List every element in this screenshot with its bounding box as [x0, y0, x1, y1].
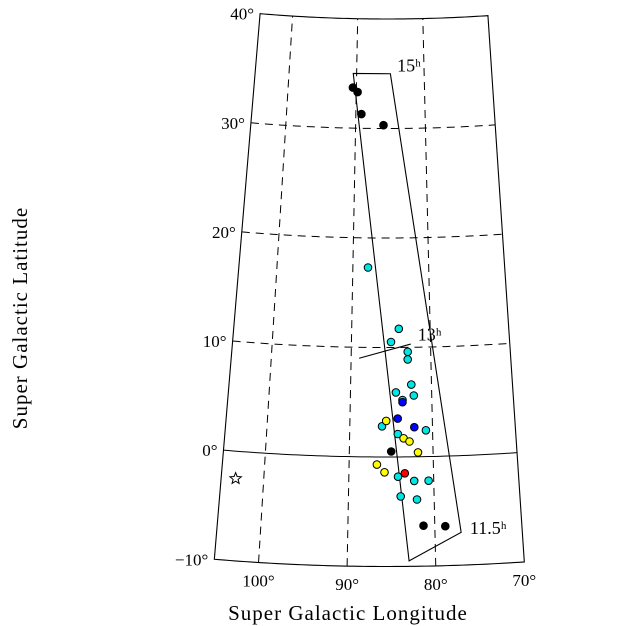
y-tick-label: 10° — [203, 332, 227, 351]
data-point — [394, 324, 404, 334]
star-marker — [228, 471, 243, 485]
data-point — [391, 388, 401, 397]
y-axis-title: Super Galactic Latitude — [8, 207, 32, 429]
data-point — [398, 397, 407, 407]
ra-label: 15ʰ — [397, 56, 421, 76]
data-point — [409, 391, 419, 400]
data-point — [413, 448, 423, 457]
y-tick-label: 40° — [230, 5, 254, 24]
x-tick-label: 90° — [335, 575, 359, 594]
data-point — [441, 521, 450, 531]
data-point — [381, 416, 391, 426]
y-tick-label: 20° — [212, 223, 236, 242]
ra-label: 13ʰ — [418, 325, 442, 345]
tick-labels: 40° 30° 20° 10° 0° −10° 100° 90° 80° 70° — [175, 5, 536, 594]
data-point — [380, 468, 389, 477]
lon-grid-line — [346, 18, 359, 567]
data-point — [379, 120, 388, 130]
data-point — [386, 337, 396, 347]
data-point — [396, 492, 406, 501]
survey-strip-outline — [352, 72, 462, 562]
data-point — [419, 521, 428, 531]
data-point — [372, 460, 382, 469]
y-tick-label: −10° — [175, 550, 208, 569]
y-tick-label: 0° — [202, 441, 217, 460]
x-tick-label: 80° — [424, 575, 448, 594]
data-point — [421, 426, 431, 435]
x-tick-label: 100° — [242, 572, 274, 591]
data-point — [393, 414, 403, 423]
grid-layer — [223, 16, 518, 567]
data-point — [357, 109, 366, 119]
y-tick-label: 30° — [221, 114, 245, 133]
map-boundary — [213, 13, 525, 568]
data-point — [410, 422, 419, 432]
data-point — [353, 87, 362, 97]
map-frame — [213, 13, 525, 568]
x-axis-title: Super Galactic Longitude — [228, 601, 468, 625]
data-points — [228, 83, 450, 531]
lat-grid-line — [250, 122, 496, 129]
survey-strip — [352, 72, 462, 562]
lat-grid-line — [232, 340, 510, 348]
data-point — [403, 347, 413, 357]
ra-labels: 15ʰ 13ʰ 11.5ʰ — [397, 56, 507, 539]
data-point — [393, 429, 403, 439]
data-point — [412, 495, 422, 504]
data-point — [403, 355, 413, 364]
data-point — [424, 476, 433, 486]
x-tick-label: 70° — [512, 571, 536, 590]
data-point — [363, 263, 373, 272]
data-point — [409, 476, 419, 486]
strip-divider — [358, 343, 411, 359]
data-point — [386, 447, 396, 456]
lon-grid-line — [422, 18, 437, 566]
lon-grid-line — [258, 16, 294, 563]
equator-line — [223, 449, 518, 458]
data-point — [400, 469, 410, 478]
data-point — [407, 380, 416, 389]
data-point — [393, 472, 403, 482]
data-point — [405, 437, 414, 446]
ra-label: 11.5ʰ — [470, 518, 507, 538]
